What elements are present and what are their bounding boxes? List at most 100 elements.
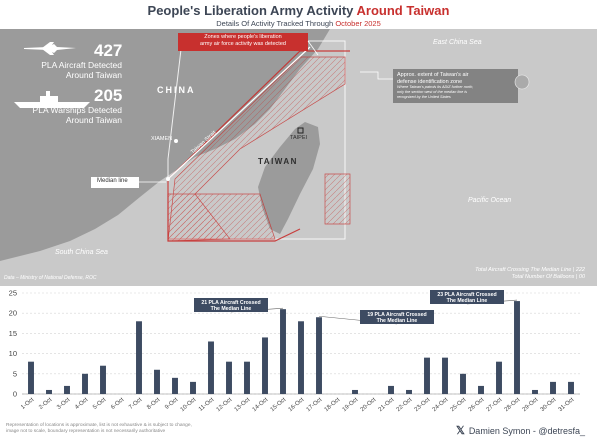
x-logo-icon: 𝕏 — [455, 425, 465, 437]
x-tick-label: 26-Oct — [468, 397, 486, 413]
bar — [550, 381, 556, 394]
annotation-text: 23 PLA Aircraft Crossed — [437, 292, 496, 298]
x-tick-label: 10-Oct — [180, 397, 198, 413]
aircraft-count: 427 — [94, 41, 123, 60]
x-tick-label: 19-Oct — [342, 397, 360, 413]
x-tick-label: 27-Oct — [486, 397, 504, 413]
daily-aircraft-chart: 0 5 10 15 20 25 1-Oct 2-Oct 3-Oct 4-Oct 5-Oct 6-Oct… — [0, 286, 597, 424]
bar — [64, 385, 70, 394]
x-tick-label: 9-Oct — [164, 397, 179, 411]
annotation-box — [360, 310, 434, 324]
footer-note: Representation of locations is approxima… — [6, 423, 266, 435]
x-tick-label: 28-Oct — [504, 397, 522, 413]
bar — [280, 309, 286, 394]
label-pacific-ocean: Pacific Ocean — [468, 197, 512, 204]
bar — [82, 373, 88, 394]
bar — [154, 369, 160, 394]
x-tick-label: 2-Oct — [38, 397, 53, 411]
y-tick-label: 0 — [13, 390, 17, 399]
map-graphic — [0, 29, 597, 286]
subtitle-main: Details Of Activity Tracked Through — [216, 19, 336, 28]
bar — [244, 361, 250, 394]
x-tick-label: 23-Oct — [414, 397, 432, 413]
bar-chart-svg: 0 5 10 15 20 25 1-Oct 2-Oct 3-Oct 4-Oct 5-Oct 6-Oct… — [9, 289, 580, 413]
median-line-box — [91, 177, 139, 188]
adiz-note-small-1: Where Taiwan's patrols its ADIZ further … — [397, 85, 474, 89]
page-title: People's Liberation Army Activity Around… — [0, 3, 597, 18]
bar — [514, 301, 520, 394]
annotation-text: The Median Line — [377, 318, 418, 324]
bar — [262, 337, 268, 394]
label-xiamen: XIAMEN — [151, 136, 173, 142]
bar — [136, 321, 142, 394]
adiz-note-line2: defense identification zone — [397, 78, 463, 85]
y-tick-label: 5 — [13, 369, 17, 378]
footer-note-line1: Representation of locations is approxima… — [6, 423, 192, 428]
footer-note-line2: image not to scale, boundary representat… — [6, 429, 166, 434]
aircraft-label-line2: Around Taiwan — [65, 70, 122, 80]
bar — [460, 373, 466, 394]
warships-label-line2: Around Taiwan — [65, 115, 122, 125]
median-line-point — [166, 177, 170, 181]
adiz-note-line1: Approx. extent of Taiwan's air — [397, 72, 469, 78]
bar — [568, 381, 574, 394]
zones-note: Zones where people's liberation army air… — [180, 34, 306, 48]
bar — [388, 385, 394, 394]
credit: 𝕏 Damien Symon - @detresfa_ — [456, 424, 585, 437]
x-tick-label: 16-Oct — [288, 397, 306, 413]
total-crossing: Total Aircraft Crossing The Median Line … — [475, 267, 585, 273]
bar — [316, 317, 322, 394]
bar — [208, 341, 214, 394]
zones-note-leader — [307, 40, 319, 56]
y-tick-label: 25 — [9, 289, 17, 298]
xiamen-marker — [174, 139, 178, 143]
label-taiwan: TAIWAN — [258, 157, 298, 166]
bar — [298, 321, 304, 394]
bar — [46, 389, 52, 394]
x-tick-label: 4-Oct — [74, 397, 89, 411]
bar — [28, 361, 34, 394]
annotation-text: The Median Line — [211, 306, 252, 312]
aircraft-label-line1: PLA Aircraft Detected — [41, 60, 122, 70]
x-tick-label: 24-Oct — [432, 397, 450, 413]
label-median-line: Median line — [97, 178, 128, 184]
warships-label-line1: PLA Warships Detected — [32, 105, 122, 115]
label-east-china-sea: East China Sea — [433, 39, 482, 46]
bar — [226, 361, 232, 394]
annotation-text: 19 PLA Aircraft Crossed — [367, 312, 426, 318]
balloon-marker — [514, 74, 530, 90]
x-tick-label: 1-Oct — [20, 397, 35, 411]
bar — [442, 357, 448, 394]
label-taipei: TAIPEI — [290, 135, 308, 141]
bar — [496, 361, 502, 394]
adiz-note-small-2: only the section west of the median line… — [397, 90, 468, 94]
aircraft-label: PLA Aircraft Detected Around Taiwan — [14, 60, 122, 80]
x-tick-label: 15-Oct — [270, 397, 288, 413]
zones-note-line1: Zones where people's liberation — [204, 34, 282, 40]
y-tick-label: 15 — [9, 329, 17, 338]
title-main: People's Liberation Army Activity — [147, 3, 357, 18]
x-tick-label: 18-Oct — [324, 397, 342, 413]
subtitle-accent: October 2025 — [335, 19, 381, 28]
x-tick-label: 21-Oct — [378, 397, 396, 413]
bar — [424, 357, 430, 394]
total-balloons: Total Number Of Balloons | 00 — [511, 274, 585, 280]
bar — [406, 389, 412, 394]
bar — [172, 377, 178, 394]
annotation-text: The Median Line — [447, 298, 488, 304]
x-tick-label: 13-Oct — [234, 397, 252, 413]
label-china: CHINA — [157, 85, 196, 95]
data-source: Data – Ministry of National Defense, ROC — [4, 275, 97, 281]
aircraft-icon — [24, 42, 76, 55]
bar — [100, 365, 106, 394]
warships-label: PLA Warships Detected Around Taiwan — [6, 105, 122, 125]
x-tick-label: 7-Oct — [128, 397, 143, 411]
annotation-box — [194, 298, 268, 312]
warship-icon — [14, 91, 90, 108]
annotation-box — [430, 290, 504, 304]
x-tick-label: 12-Oct — [216, 397, 234, 413]
x-tick-label: 31-Oct — [558, 397, 576, 413]
zones-note-box — [178, 33, 308, 51]
bar — [190, 381, 196, 394]
taipei-marker — [297, 127, 304, 134]
